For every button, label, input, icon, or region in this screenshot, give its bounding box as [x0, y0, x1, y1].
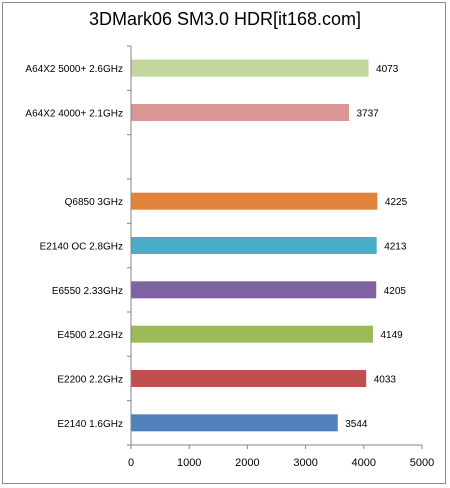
bar: [131, 59, 369, 77]
x-tick-label: 4000: [352, 457, 376, 469]
category-label: E2140 1.6GHz: [57, 419, 123, 430]
bar: [131, 104, 349, 121]
data-label: 4033: [374, 375, 397, 386]
bar: [131, 237, 377, 254]
bar: [131, 192, 378, 210]
data-label: 4205: [384, 286, 407, 297]
category-label: A64X2 4000+ 2.1GHz: [25, 109, 123, 120]
bar: [131, 370, 367, 387]
data-label: 4213: [384, 242, 407, 253]
data-label: 3544: [345, 419, 368, 430]
x-tick-label: 3000: [293, 457, 317, 469]
x-tick-label: 5000: [410, 457, 434, 469]
category-label: A64X2 5000+ 2.6GHz: [25, 64, 123, 75]
data-label: 4225: [385, 197, 408, 208]
category-label: E6550 2.33GHz: [52, 286, 123, 297]
data-label: 4149: [380, 330, 403, 341]
bar: [131, 281, 377, 299]
category-label: E4500 2.2GHz: [57, 330, 123, 341]
category-label: E2140 OC 2.8GHz: [40, 242, 123, 253]
x-tick-label: 2000: [235, 457, 259, 469]
bar: [131, 414, 338, 432]
data-label: 4073: [376, 64, 399, 75]
category-label: Q6850 3GHz: [65, 197, 123, 208]
bar: [131, 325, 373, 343]
x-tick-label: 0: [128, 457, 134, 469]
category-label: E2200 2.2GHz: [57, 375, 123, 386]
chart-title: 3DMark06 SM3.0 HDR[it168.com]: [88, 9, 362, 29]
data-label: 3737: [356, 109, 379, 120]
x-tick-label: 1000: [177, 457, 201, 469]
